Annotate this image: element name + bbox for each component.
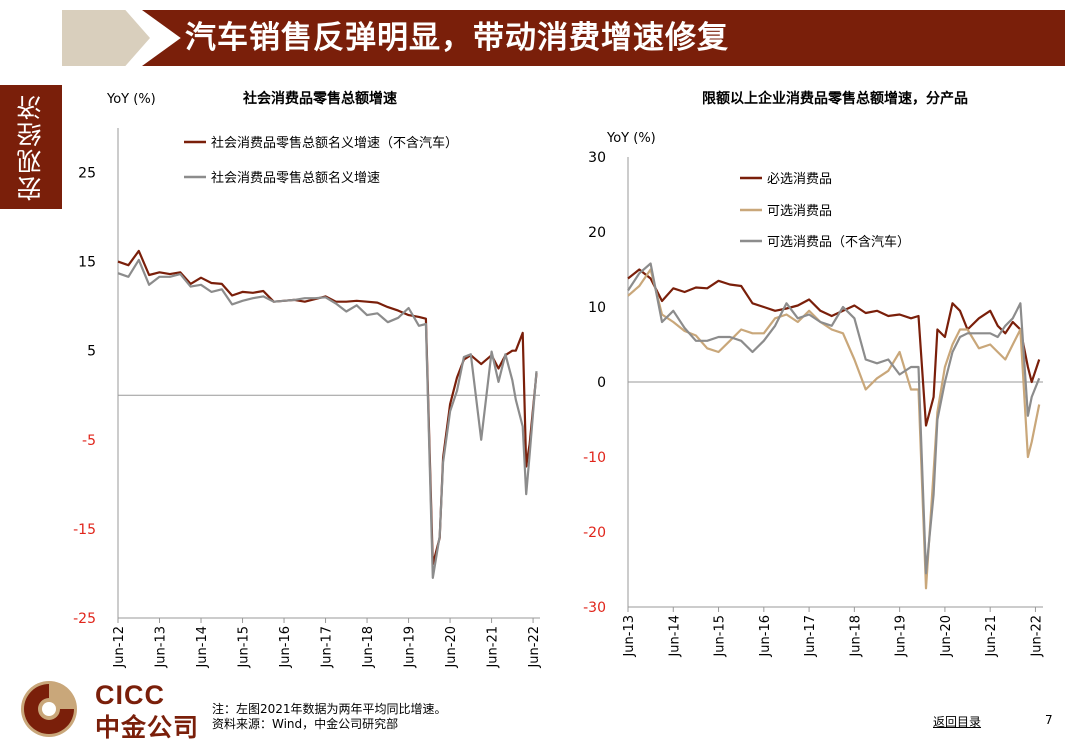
legend-label-left-2: 社会消费品零售总额名义增速 — [211, 170, 380, 186]
x-tick-label-right: Jun-14 — [667, 615, 682, 658]
y-tick-label-right: -10 — [583, 450, 606, 466]
x-tick-label-left: Jun-17 — [320, 626, 335, 669]
x-tick-label-left: Jun-22 — [527, 626, 542, 669]
x-tick-label-left: Jun-20 — [444, 626, 459, 669]
x-tick-label-right: Jun-22 — [1029, 615, 1044, 658]
series-line-right-3 — [627, 262, 1041, 575]
x-tick-label-right: Jun-20 — [939, 615, 954, 658]
y-tick-label-right: 10 — [588, 300, 606, 316]
footnote: 注：左图2021年数据为两年平均同比增速。 — [212, 702, 447, 716]
x-tick-label-right: Jun-21 — [984, 615, 999, 658]
chart-title-left: 社会消费品零售总额增速 — [242, 90, 397, 107]
source-note: 资料来源：Wind，中金公司研究部 — [212, 717, 399, 731]
x-tick-label-left: Jun-12 — [112, 626, 127, 669]
y-tick-label-left: -15 — [73, 522, 96, 538]
y-tick-label-left: 5 — [87, 344, 96, 360]
page-title: 汽车销售反弹明显，带动消费增速修复 — [185, 20, 729, 56]
y-tick-label-right: 0 — [597, 375, 606, 391]
page-number: 7 — [1045, 713, 1053, 727]
back-to-contents-link[interactable]: 返回目录 — [933, 715, 982, 729]
charts-canvas: 社会消费品零售总额增速 YoY (%) 25 15 5 -5 -15 -25 Jun-12 Jun… — [73, 90, 1044, 669]
x-tick-label-left: Jun-14 — [195, 626, 210, 669]
chart-left-retail-sales: 社会消费品零售总额增速 YoY (%) 25 15 5 -5 -15 -25 Jun-12 Jun… — [73, 90, 542, 669]
y-tick-label-left: -5 — [82, 433, 96, 449]
x-tick-label-left: Jun-15 — [237, 626, 252, 669]
legend-label-right-1: 必选消费品 — [767, 172, 832, 187]
x-tick-label-left: Jun-16 — [278, 626, 293, 669]
y-tick-label-left: 25 — [78, 166, 96, 182]
y-axis-label-left: YoY (%) — [106, 92, 156, 107]
y-tick-label-right: 30 — [588, 150, 606, 166]
y-tick-label-left: 15 — [78, 255, 96, 271]
x-tick-label-right: Jun-18 — [848, 615, 863, 658]
y-tick-label-right: -30 — [583, 600, 606, 616]
x-tick-label-right: Jun-16 — [758, 615, 773, 658]
y-axis-label-right: YoY (%) — [606, 131, 656, 146]
x-tick-label-right: Jun-17 — [803, 615, 818, 658]
y-tick-label-right: -20 — [583, 525, 606, 541]
y-tick-label-left: -25 — [73, 611, 96, 627]
series-line-left-2 — [117, 258, 538, 579]
x-tick-label-left: Jun-13 — [154, 626, 169, 669]
logo-text-cn: 中金公司 — [95, 713, 200, 742]
x-tick-label-right: Jun-15 — [713, 615, 728, 658]
series-line-right-2 — [627, 268, 1041, 590]
x-tick-label-left: Jun-18 — [361, 626, 376, 669]
legend-label-right-2: 可选消费品 — [767, 204, 832, 219]
x-tick-label-left: Jun-21 — [486, 626, 501, 669]
x-tick-label-right: Jun-19 — [894, 615, 909, 658]
logo-text-en: CICC — [95, 680, 165, 710]
chart-right-by-product: 限额以上企业消费品零售总额增速，分产品 YoY (%)30 20 10 0 -10 -20 -… — [583, 90, 1044, 658]
section-tab: 宏观经济 — [0, 85, 62, 209]
cicc-logo-icon — [21, 681, 77, 737]
x-tick-label-left: Jun-19 — [403, 626, 418, 669]
series-line-right-1 — [627, 268, 1041, 427]
legend-label-right-3: 可选消费品（不含汽车） — [767, 234, 910, 250]
x-tick-label-right: Jun-13 — [622, 615, 637, 658]
title-banner — [142, 10, 1065, 66]
legend-label-left-1: 社会消费品零售总额名义增速（不含汽车） — [211, 135, 458, 151]
chart-title-right: 限额以上企业消费品零售总额增速，分产品 — [702, 90, 968, 107]
y-tick-label-right: 20 — [588, 225, 606, 241]
